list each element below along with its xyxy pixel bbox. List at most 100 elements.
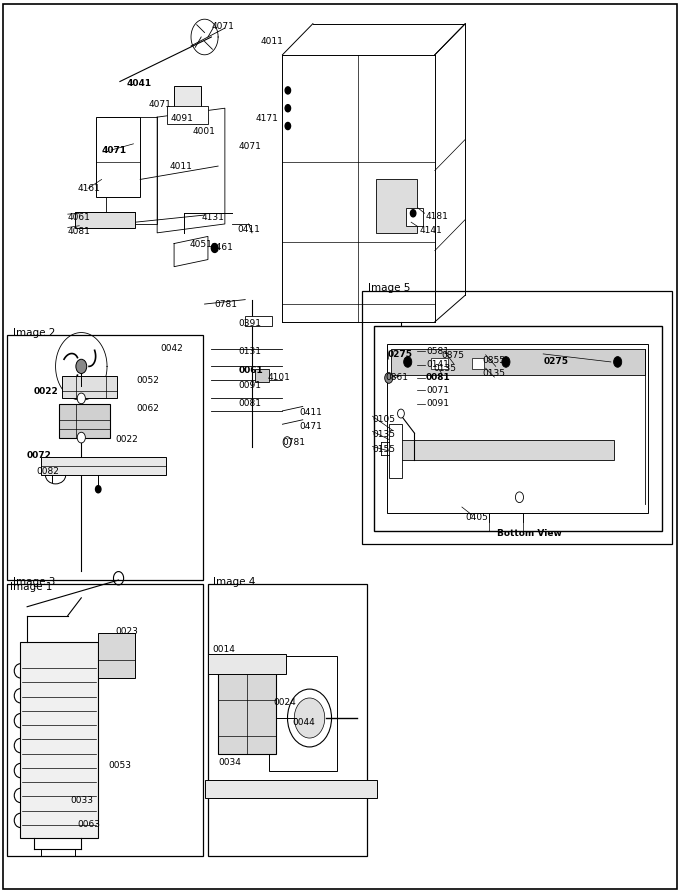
Bar [391, 348, 645, 375]
FancyBboxPatch shape [167, 106, 208, 124]
Circle shape [285, 104, 290, 112]
Text: 4001: 4001 [192, 127, 216, 136]
Text: 0855: 0855 [482, 355, 505, 364]
Text: 4071: 4071 [149, 100, 172, 109]
Circle shape [515, 492, 524, 503]
Bar [208, 585, 367, 856]
Bar [396, 346, 413, 355]
Bar [431, 358, 448, 369]
Text: 4071: 4071 [211, 21, 234, 31]
Circle shape [398, 409, 405, 418]
Bar [396, 386, 413, 395]
Text: 0042: 0042 [160, 344, 184, 353]
Text: 0135: 0135 [373, 430, 396, 439]
Text: 0861: 0861 [386, 373, 409, 382]
Text: 4081: 4081 [68, 227, 90, 236]
Circle shape [411, 210, 416, 217]
Circle shape [78, 432, 86, 443]
Text: 0071: 0071 [426, 386, 449, 395]
Circle shape [404, 356, 412, 367]
FancyBboxPatch shape [205, 780, 377, 798]
Text: 4141: 4141 [420, 226, 442, 235]
Text: 0081: 0081 [426, 372, 451, 381]
Ellipse shape [288, 689, 332, 747]
Text: Image 2: Image 2 [13, 328, 55, 338]
Bar [362, 291, 672, 545]
Text: 0014: 0014 [213, 645, 235, 654]
Text: 4041: 4041 [126, 79, 152, 88]
Text: 0044: 0044 [292, 718, 316, 727]
Text: 0581: 0581 [426, 346, 449, 355]
Text: 0053: 0053 [108, 761, 131, 770]
Bar [396, 399, 413, 408]
Bar [96, 117, 140, 197]
Text: 0072: 0072 [27, 451, 52, 460]
Bar [396, 373, 413, 382]
Text: 4071: 4071 [239, 142, 261, 151]
Text: 0052: 0052 [137, 376, 160, 385]
Text: 0082: 0082 [37, 467, 59, 476]
Bar [396, 360, 413, 369]
Bar [388, 344, 648, 513]
Text: 0141: 0141 [426, 360, 449, 369]
Text: 0091: 0091 [426, 399, 449, 408]
Text: 4051: 4051 [190, 240, 213, 249]
Text: 4011: 4011 [260, 37, 284, 46]
Text: 0063: 0063 [78, 821, 100, 830]
Text: 0081: 0081 [239, 399, 261, 408]
Text: Image 3: Image 3 [13, 577, 55, 588]
Bar [376, 179, 417, 233]
Text: 0411: 0411 [299, 408, 322, 417]
Bar [7, 585, 203, 856]
FancyBboxPatch shape [98, 633, 135, 678]
Text: 0024: 0024 [273, 698, 296, 707]
Circle shape [76, 359, 87, 373]
Text: 4131: 4131 [202, 213, 224, 222]
Bar [245, 315, 272, 326]
Bar [389, 424, 403, 478]
Circle shape [285, 122, 290, 129]
Text: 0135: 0135 [433, 363, 456, 372]
Text: 0461: 0461 [210, 244, 233, 253]
FancyBboxPatch shape [63, 376, 116, 398]
Bar [401, 440, 614, 460]
Bar [407, 208, 423, 226]
Text: 0781: 0781 [215, 299, 238, 309]
Text: 0022: 0022 [34, 387, 58, 396]
Text: 0022: 0022 [115, 435, 138, 444]
FancyBboxPatch shape [208, 654, 286, 673]
Text: 0155: 0155 [373, 445, 396, 454]
Text: 0781: 0781 [282, 438, 305, 446]
Circle shape [78, 393, 86, 404]
Text: 4061: 4061 [68, 213, 90, 222]
Text: 0105: 0105 [373, 415, 396, 424]
Circle shape [285, 87, 290, 94]
FancyBboxPatch shape [41, 457, 166, 475]
Text: 0275: 0275 [388, 350, 412, 359]
Text: Image 5: Image 5 [368, 283, 410, 294]
Bar [472, 358, 484, 369]
Text: 0405: 0405 [465, 513, 488, 522]
Text: 4091: 4091 [171, 113, 194, 122]
Text: 4161: 4161 [78, 184, 101, 193]
Text: 0091: 0091 [239, 381, 261, 390]
Text: 0135: 0135 [482, 369, 505, 378]
Bar [174, 86, 201, 113]
Bar [20, 642, 98, 839]
Text: 4181: 4181 [426, 213, 449, 221]
Text: 0391: 0391 [239, 319, 261, 328]
Bar [75, 213, 135, 229]
Text: 0023: 0023 [115, 627, 138, 636]
Text: 4101: 4101 [267, 373, 290, 382]
Bar [59, 404, 109, 438]
Text: Image 1: Image 1 [10, 582, 52, 592]
Text: Image 4: Image 4 [214, 577, 256, 588]
Text: 0034: 0034 [218, 758, 241, 767]
Text: 4011: 4011 [169, 162, 192, 171]
Text: 0411: 0411 [237, 225, 260, 234]
Text: 0275: 0275 [543, 356, 568, 365]
Circle shape [613, 356, 622, 367]
Text: 4171: 4171 [256, 114, 278, 123]
Ellipse shape [294, 698, 325, 738]
Bar [7, 335, 203, 580]
